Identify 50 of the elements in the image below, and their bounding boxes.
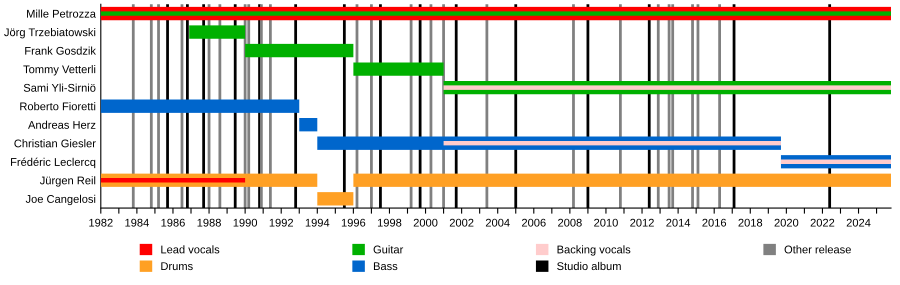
bar — [444, 140, 781, 146]
y-tick-label: Mille Petrozza — [27, 10, 96, 18]
bar — [317, 192, 354, 206]
y-tick-label: Jürgen Reil — [40, 176, 96, 187]
y-tick-label: Tommy Vetterli — [23, 65, 96, 76]
legend-label: Bass — [374, 262, 398, 270]
x-tick-label: 1982 — [89, 218, 113, 227]
bar — [444, 85, 891, 90]
legend-label: Guitar — [374, 245, 404, 254]
legend-label: Backing vocals — [558, 245, 630, 256]
bar — [299, 118, 318, 132]
x-tick-label: 2010 — [594, 218, 618, 227]
x-tick-label: 2016 — [702, 218, 726, 227]
legend-label: Other release — [784, 245, 851, 254]
x-tick-label: 1988 — [198, 218, 221, 227]
x-tick-label: 2018 — [738, 218, 762, 227]
x-tick-label: 2004 — [486, 218, 510, 227]
bar — [100, 99, 300, 113]
x-tick-label: 1990 — [234, 218, 258, 227]
x-tick-label: 2002 — [450, 218, 474, 227]
x-tick-label: 2022 — [810, 218, 834, 227]
x-tick-label: 2014 — [666, 218, 690, 227]
bar — [780, 160, 891, 164]
x-tick-label: 2020 — [774, 218, 798, 227]
bar — [353, 174, 891, 187]
x-tick-label: 2012 — [630, 218, 654, 227]
y-tick-label: Sami Yli-Sirniö — [24, 84, 96, 92]
bar — [353, 62, 444, 76]
x-tick-label: 2008 — [558, 218, 582, 227]
bar — [245, 44, 354, 58]
x-tick-label: 1986 — [161, 218, 185, 227]
y-tick-label: Frédéric Leclercq — [11, 158, 96, 168]
y-tick-label: Jörg Trzebiatowski — [4, 28, 96, 38]
x-tick-label: 2000 — [414, 218, 438, 227]
legend-label: Studio album — [557, 262, 621, 270]
x-tick-label: 1992 — [270, 218, 294, 227]
x-tick-label: 2006 — [522, 218, 546, 227]
x-tick-label: 2024 — [846, 218, 871, 227]
x-tick-label: 1984 — [125, 218, 149, 227]
legend-label: Lead vocals — [161, 245, 220, 254]
y-tick-label: Joe Cangelosi — [26, 194, 96, 206]
legend-label: Drums — [161, 262, 193, 270]
y-tick-label: Christian Giesler — [14, 139, 96, 148]
x-tick-label: 1996 — [342, 218, 366, 227]
x-tick-label: 1994 — [306, 218, 330, 227]
bar — [189, 25, 246, 39]
y-tick-label: Frank Gosdzik — [25, 46, 96, 55]
x-tick-label: 1998 — [378, 218, 402, 227]
y-tick-label: Andreas Herz — [28, 120, 96, 129]
y-tick-label: Roberto Fioretti — [20, 102, 96, 110]
